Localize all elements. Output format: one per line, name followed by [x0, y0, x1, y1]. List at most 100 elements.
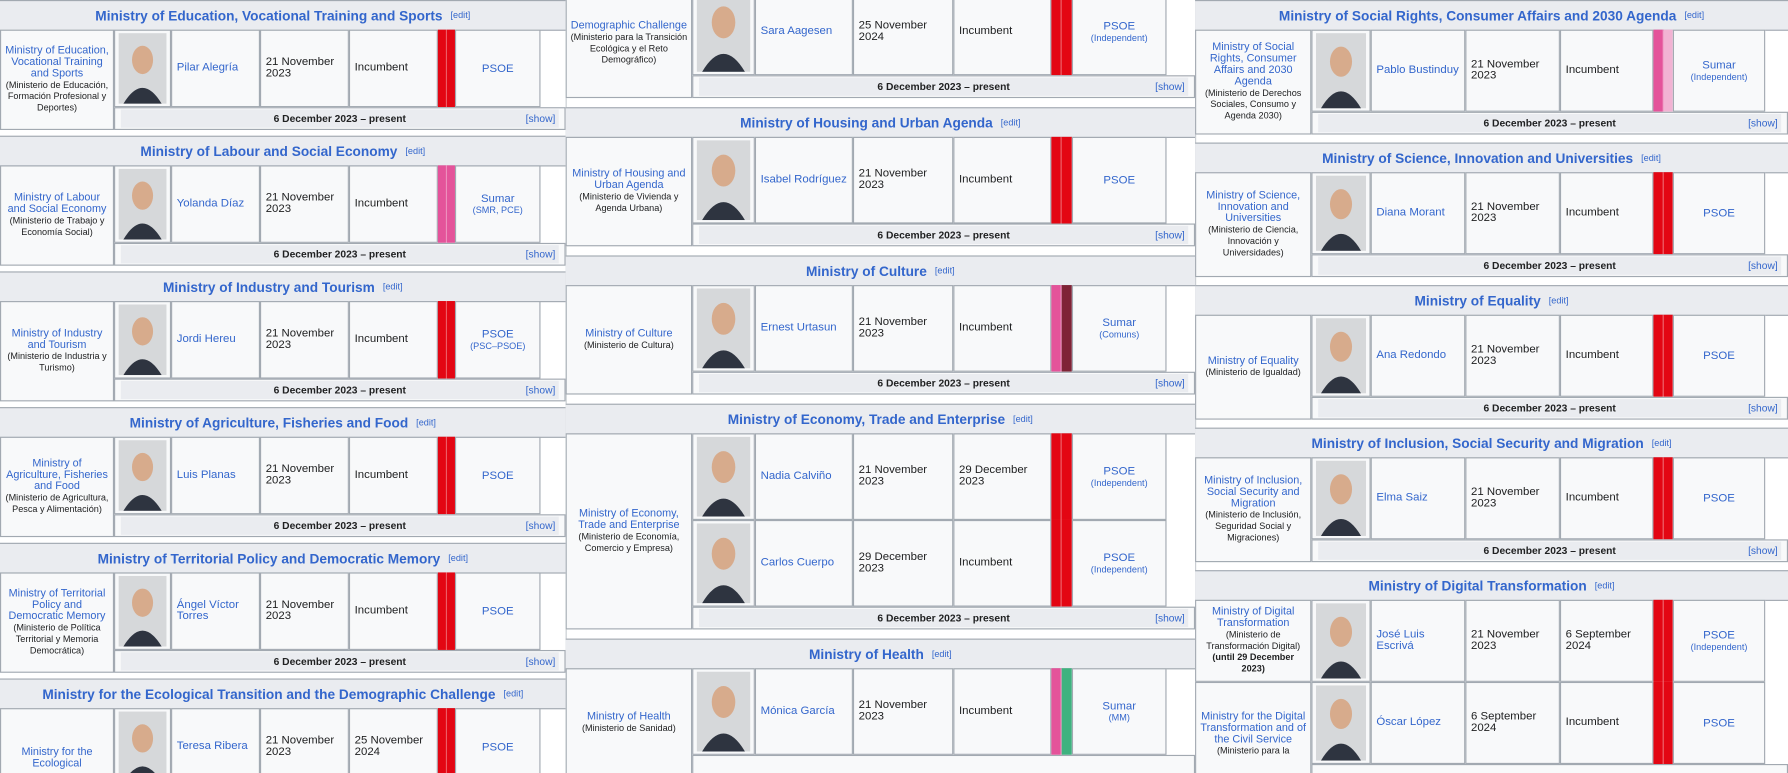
minister-name[interactable]: José Luis Escrivá: [1376, 628, 1425, 653]
minister-name[interactable]: Pilar Alegría: [176, 61, 239, 75]
party-name[interactable]: PSOE: [481, 604, 514, 618]
ministry-title[interactable]: Ministry of Health: [809, 645, 924, 662]
party-name[interactable]: PSOE: [1703, 629, 1735, 642]
minister-name[interactable]: Ángel Víctor Torres: [176, 598, 239, 623]
ministry-title[interactable]: Ministry of Territorial Policy and Democ…: [97, 550, 441, 567]
department-name[interactable]: Ministry of Agriculture, Fisheries and F…: [6, 457, 108, 493]
show-toggle[interactable]: [show]: [526, 113, 556, 124]
department-name[interactable]: Ministry for the Digital Transformation …: [1200, 710, 1306, 746]
party-note[interactable]: (SMR, PCE): [472, 205, 523, 216]
show-link[interactable]: [show]: [1155, 80, 1185, 93]
minister-name[interactable]: Isabel Rodríguez: [760, 173, 847, 186]
ministry-title[interactable]: Ministry of Culture: [805, 262, 927, 279]
show-toggle[interactable]: [show]: [526, 384, 556, 395]
minister-name[interactable]: Ana Redondo: [1376, 348, 1447, 362]
show-toggle[interactable]: [show]: [526, 249, 556, 260]
department-name[interactable]: Ministry of Labour and Social Economy: [7, 191, 107, 216]
ministry-title[interactable]: Ministry of Science, Innovation and Univ…: [1322, 149, 1634, 166]
department-name[interactable]: Ministry of Equality: [1207, 354, 1299, 368]
party-name[interactable]: PSOE: [1703, 206, 1735, 220]
party-name[interactable]: PSOE: [481, 62, 514, 75]
minister-name[interactable]: Yolanda Díaz: [176, 197, 245, 210]
department-name[interactable]: Ministry of Digital Transformation: [1211, 605, 1295, 630]
department-name[interactable]: Ministry of Housing and Urban Agenda: [572, 167, 686, 192]
party-name[interactable]: Sumar: [1102, 700, 1136, 713]
show-link[interactable]: [show]: [1155, 612, 1185, 624]
edit-link[interactable]: [edit]: [1000, 117, 1021, 128]
show-toggle[interactable]: [show]: [526, 656, 556, 667]
department-name[interactable]: Ministry for the Ecological: [21, 745, 93, 770]
show-toggle[interactable]: [show]: [1748, 545, 1778, 556]
show-link[interactable]: [show]: [1748, 259, 1778, 272]
ministry-title[interactable]: Ministry of Labour and Social Economy: [140, 143, 398, 160]
show-toggle[interactable]: [show]: [526, 520, 556, 531]
minister-name[interactable]: Ernest Urtasun: [760, 321, 837, 335]
show-toggle[interactable]: [show]: [1155, 612, 1185, 623]
party-note[interactable]: (Independent): [1690, 71, 1748, 83]
show-link[interactable]: [show]: [525, 384, 556, 396]
party-name[interactable]: PSOE: [1103, 173, 1136, 187]
edit-link[interactable]: [edit]: [448, 553, 469, 564]
party-note[interactable]: (MM): [1108, 712, 1130, 723]
party-note[interactable]: (Independent): [1090, 564, 1148, 575]
party-name[interactable]: Sumar: [1102, 317, 1136, 330]
minister-name[interactable]: Mónica García: [760, 704, 835, 718]
edit-link[interactable]: [edit]: [405, 145, 426, 157]
show-toggle[interactable]: [show]: [1748, 403, 1778, 414]
edit-link[interactable]: [edit]: [1684, 10, 1705, 21]
edit-link[interactable]: [edit]: [934, 265, 955, 276]
department-name[interactable]: Ministry of Culture: [585, 327, 673, 340]
minister-name[interactable]: Teresa Ribera: [176, 740, 248, 753]
ministry-title[interactable]: Ministry of Inclusion, Social Security a…: [1311, 435, 1644, 451]
party-note[interactable]: (Comuns): [1099, 329, 1140, 340]
show-link[interactable]: [show]: [525, 112, 556, 125]
party-note[interactable]: (Independent): [1090, 477, 1148, 489]
minister-name[interactable]: Elma Saiz: [1376, 491, 1428, 505]
edit-link[interactable]: [edit]: [416, 417, 436, 428]
ministry-title[interactable]: Ministry for the Ecological Transition a…: [42, 685, 496, 702]
show-toggle[interactable]: [show]: [1155, 229, 1185, 240]
party-name[interactable]: PSOE: [1103, 20, 1136, 34]
edit-link[interactable]: [edit]: [1651, 437, 1672, 449]
minister-name[interactable]: Óscar López: [1376, 716, 1442, 729]
ministry-title[interactable]: Ministry of Economy, Trade and Enterpris…: [727, 411, 1006, 428]
edit-link[interactable]: [edit]: [1594, 580, 1615, 591]
ministry-title[interactable]: Ministry of Housing and Urban Agenda: [740, 114, 993, 131]
edit-link[interactable]: [edit]: [503, 688, 524, 700]
show-toggle[interactable]: [show]: [1155, 81, 1185, 92]
ministry-title[interactable]: Ministry of Equality: [1414, 292, 1541, 309]
ministry-title[interactable]: Ministry of Digital Transformation: [1368, 577, 1587, 594]
show-link[interactable]: [show]: [1155, 229, 1185, 241]
show-link[interactable]: [show]: [525, 519, 556, 532]
party-name[interactable]: Sumar: [480, 192, 515, 206]
show-link[interactable]: [show]: [1748, 117, 1778, 129]
party-name[interactable]: PSOE: [481, 469, 514, 482]
edit-link[interactable]: [edit]: [931, 648, 952, 660]
show-link[interactable]: [show]: [1748, 545, 1778, 557]
party-name[interactable]: PSOE: [1703, 716, 1735, 730]
edit-link[interactable]: [edit]: [450, 10, 471, 21]
department-name[interactable]: Ministry of Territorial Policy and Democ…: [8, 587, 106, 623]
department-name[interactable]: Ministry of Inclusion, Social Security a…: [1204, 474, 1303, 510]
department-name[interactable]: Ministry of Health: [587, 710, 671, 723]
party-note[interactable]: (Independent): [1090, 33, 1148, 44]
ministry-title[interactable]: Ministry of Agriculture, Fisheries and F…: [129, 414, 409, 431]
show-toggle[interactable]: [show]: [1155, 377, 1185, 388]
party-name[interactable]: PSOE: [1703, 349, 1735, 363]
department-name[interactable]: Ministry of Social Rights, Consumer Affa…: [1209, 41, 1297, 88]
party-note[interactable]: (PSC–PSOE): [470, 340, 526, 352]
party-note[interactable]: (Independent): [1690, 641, 1748, 653]
party-name[interactable]: PSOE: [1703, 492, 1735, 505]
minister-name[interactable]: Pablo Bustinduy: [1376, 63, 1459, 77]
party-name[interactable]: PSOE: [481, 740, 514, 754]
minister-name[interactable]: Sara Aagesen: [760, 25, 833, 38]
party-name[interactable]: PSOE: [481, 328, 514, 341]
edit-link[interactable]: [edit]: [1641, 152, 1661, 164]
department-name[interactable]: Ministry of Industry and Tourism: [11, 327, 103, 352]
edit-link[interactable]: [edit]: [382, 281, 403, 292]
minister-name[interactable]: Jordi Hereu: [176, 332, 236, 346]
show-link[interactable]: [show]: [1155, 377, 1185, 389]
show-toggle[interactable]: [show]: [1748, 260, 1778, 271]
party-name[interactable]: PSOE: [1103, 465, 1136, 478]
party-name[interactable]: Sumar: [1702, 59, 1736, 72]
